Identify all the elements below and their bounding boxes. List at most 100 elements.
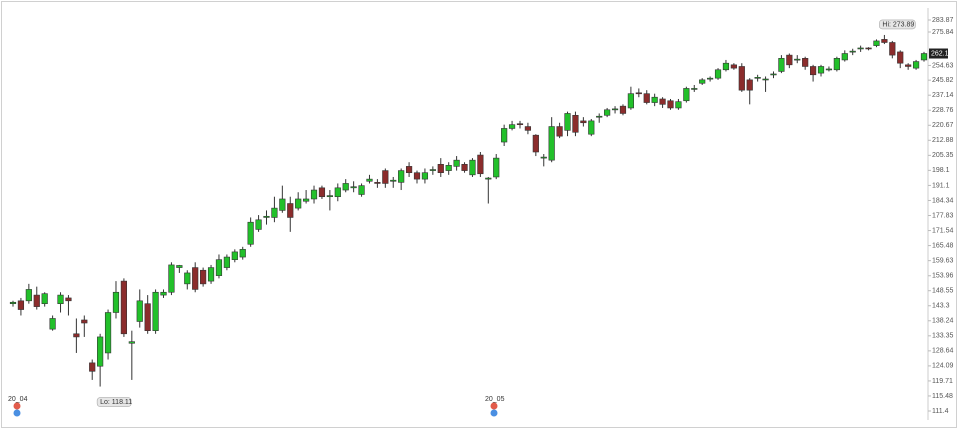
candle-body — [366, 178, 373, 182]
candle-body — [57, 294, 64, 305]
candle-body — [809, 66, 817, 76]
candle-body — [580, 120, 587, 124]
y-tick-label: 184.34 — [932, 197, 954, 204]
candle-body — [912, 61, 920, 69]
candle-body — [65, 297, 72, 302]
candle-body — [881, 39, 888, 43]
y-tick-label: 124.09 — [932, 363, 954, 370]
candle-body — [168, 264, 175, 293]
candle-body — [303, 198, 310, 202]
candle-body — [707, 77, 714, 80]
candle-body — [857, 47, 864, 50]
candle-body — [374, 182, 381, 184]
candle-body — [714, 69, 722, 79]
event-icon[interactable] — [490, 402, 498, 410]
y-tick-label: 205.35 — [932, 152, 954, 159]
candle-body — [247, 221, 254, 245]
candle-body — [564, 113, 571, 131]
candle-body — [421, 172, 429, 180]
candle-body — [501, 128, 508, 143]
event-icon[interactable] — [13, 409, 21, 417]
low-tag-box — [96, 397, 132, 407]
candle-body — [318, 187, 326, 198]
candle-body — [817, 66, 825, 74]
candle-body — [176, 265, 183, 268]
candle-body — [730, 64, 737, 69]
candle-body — [540, 156, 547, 159]
candle-body — [271, 207, 278, 218]
candle-body — [635, 92, 642, 95]
event-icon[interactable] — [13, 402, 21, 410]
candle-body — [231, 251, 238, 260]
y-tick-label: 245.82 — [932, 77, 954, 84]
candle-body — [41, 293, 48, 305]
candle-body — [699, 79, 706, 84]
candle-body — [279, 198, 286, 211]
candle-body — [120, 280, 128, 335]
y-tick-label: 237.14 — [932, 92, 954, 99]
candle-body — [873, 40, 880, 46]
candle-body — [49, 318, 56, 330]
candle-body — [833, 58, 840, 71]
candle-body — [841, 53, 848, 61]
candle-body — [81, 319, 88, 324]
high-tag: Hi: 273.89 — [882, 21, 914, 28]
candle-body — [738, 66, 745, 91]
candle-body — [461, 164, 468, 171]
x-tick-label: 20_05 — [485, 396, 505, 403]
y-tick-label: 212.88 — [932, 137, 954, 144]
candle-body — [667, 100, 674, 109]
candle-body — [675, 101, 682, 109]
candle-body — [390, 179, 397, 182]
candle-body — [722, 62, 730, 71]
candle-body — [651, 96, 658, 103]
candle-body — [802, 58, 809, 67]
candle-body — [556, 126, 563, 137]
candle-body — [920, 53, 928, 61]
last-price-box — [929, 48, 948, 59]
candle-body — [310, 189, 318, 200]
candle-body — [627, 93, 634, 109]
candle-body — [326, 195, 333, 198]
candle-body — [445, 165, 452, 171]
last-price: 262.1 — [931, 50, 949, 57]
candle-body — [405, 166, 413, 174]
candle-body — [611, 108, 619, 111]
candle-body — [334, 187, 341, 198]
candle-body — [683, 88, 690, 102]
candle-body — [754, 77, 761, 79]
candle-body — [643, 93, 650, 103]
candle-body — [604, 109, 611, 116]
candle-body — [659, 98, 666, 105]
event-icon[interactable] — [490, 409, 498, 417]
candle-body — [865, 47, 872, 50]
y-tick-label: 165.48 — [932, 242, 954, 249]
y-tick-label: 153.96 — [932, 273, 954, 280]
y-tick-label: 228.76 — [932, 107, 954, 114]
candle-body — [619, 105, 627, 114]
y-tick-label: 143.3 — [932, 303, 950, 310]
candle-body — [152, 291, 159, 331]
candle-body — [287, 203, 294, 218]
candle-body — [786, 54, 793, 66]
candle-body — [588, 120, 595, 135]
candle-body — [398, 170, 405, 183]
candle-body — [485, 177, 492, 180]
candle-body — [89, 362, 96, 372]
candle-body — [429, 169, 436, 171]
y-tick-label: 198.1 — [932, 167, 950, 174]
candle-body — [516, 123, 524, 126]
candle-body — [239, 249, 246, 258]
candle-body — [794, 58, 801, 61]
candle-body — [200, 269, 207, 285]
candle-body — [25, 289, 32, 302]
candle-body — [128, 341, 135, 344]
candle-body — [104, 312, 112, 354]
y-tick-label: 254.63 — [932, 62, 954, 69]
candle-body — [493, 157, 500, 178]
candle-body — [33, 294, 40, 307]
candle-body — [192, 267, 199, 290]
candle-body — [524, 126, 532, 131]
